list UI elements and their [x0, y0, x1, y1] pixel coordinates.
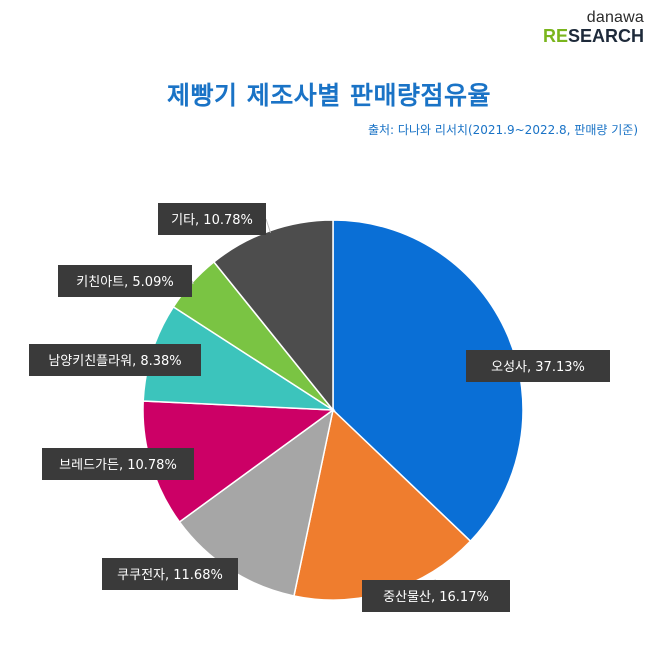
pie-slice-1 [332, 219, 524, 543]
chart-source: 출처: 다나와 리서치(2021.9~2022.8, 판매량 기준) [367, 123, 638, 137]
danawa-research-logo: danawa RESEARCH [543, 9, 644, 46]
data-label-1: 오성사, 37.13% [491, 360, 585, 375]
data-label-5: 남양키친플라워, 8.38% [48, 354, 181, 369]
data-label-box-4 [42, 448, 194, 480]
leader-line-7 [265, 218, 271, 233]
data-label-7: 기타, 10.78% [171, 213, 253, 228]
data-label-box-1 [466, 350, 610, 382]
data-label-box-5 [29, 344, 201, 376]
logo-accent-text: RE [542, 26, 568, 46]
data-label-4: 브레드가든, 10.78% [59, 458, 177, 473]
logo-top-text: danawa [586, 9, 644, 26]
data-label-box-3 [102, 558, 238, 590]
leader-line-6 [191, 280, 194, 285]
data-label-box-7 [158, 203, 266, 235]
data-label-3: 쿠쿠전자, 11.68% [117, 568, 223, 583]
data-label-6: 키친아트, 5.09% [76, 275, 173, 290]
logo-rest-text: SEARCH [567, 26, 644, 46]
data-label-2: 중산물산, 16.17% [383, 590, 489, 605]
data-label-box-2 [362, 580, 510, 612]
pie-labels: 오성사, 37.13% 중산물산, 16.17% 쿠쿠전자, 11.68% 브레드가든… [29, 203, 610, 612]
pie-slices [142, 219, 524, 601]
logo-bottom-text: RESEARCH [543, 27, 644, 45]
chart-title: 제빵기 제조사별 판매량점유율 [167, 81, 491, 110]
data-label-box-6 [58, 265, 192, 297]
